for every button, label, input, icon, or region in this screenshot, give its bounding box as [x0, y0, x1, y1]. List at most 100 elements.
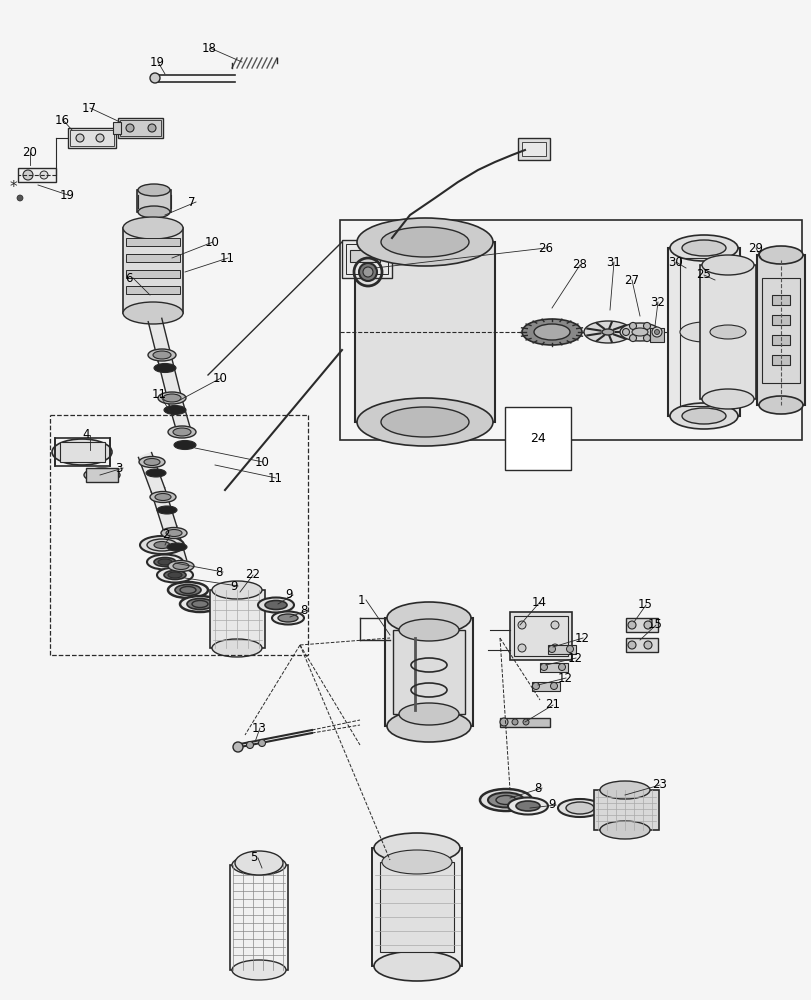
Bar	[393, 630, 465, 714]
Ellipse shape	[387, 710, 470, 742]
Ellipse shape	[175, 584, 201, 595]
Text: 17: 17	[82, 102, 97, 115]
Ellipse shape	[139, 536, 184, 554]
Ellipse shape	[620, 323, 659, 341]
Bar	[594, 790, 659, 830]
Circle shape	[76, 134, 84, 142]
Text: 24: 24	[530, 432, 545, 445]
Ellipse shape	[277, 614, 298, 622]
Ellipse shape	[52, 439, 112, 465]
Circle shape	[629, 335, 636, 342]
Ellipse shape	[232, 960, 285, 980]
Text: 10: 10	[204, 235, 220, 248]
Ellipse shape	[158, 559, 172, 565]
Ellipse shape	[173, 428, 191, 436]
Ellipse shape	[232, 855, 285, 875]
Ellipse shape	[758, 246, 802, 264]
Ellipse shape	[163, 394, 181, 402]
Ellipse shape	[154, 542, 169, 548]
Ellipse shape	[374, 951, 460, 981]
Text: 19: 19	[60, 189, 75, 202]
Ellipse shape	[139, 456, 165, 468]
Text: 12: 12	[557, 672, 573, 684]
Circle shape	[500, 718, 508, 726]
Text: 6: 6	[125, 271, 132, 284]
Ellipse shape	[357, 218, 492, 266]
Ellipse shape	[152, 351, 171, 359]
Ellipse shape	[161, 528, 187, 538]
Circle shape	[17, 195, 23, 201]
Bar	[371, 848, 461, 966]
Ellipse shape	[515, 801, 539, 811]
Bar	[761, 278, 799, 383]
Ellipse shape	[264, 600, 286, 609]
Text: 11: 11	[152, 388, 167, 401]
Text: 10: 10	[212, 371, 228, 384]
Ellipse shape	[212, 581, 262, 599]
Text: 32: 32	[649, 296, 664, 308]
Bar	[771, 315, 789, 325]
Bar	[60, 442, 105, 462]
Bar	[699, 265, 755, 399]
Ellipse shape	[583, 321, 631, 343]
Bar	[86, 468, 118, 482]
Bar	[126, 238, 180, 246]
Bar	[122, 228, 182, 313]
Text: 14: 14	[531, 595, 547, 608]
Ellipse shape	[387, 602, 470, 634]
Circle shape	[651, 327, 661, 337]
Ellipse shape	[381, 850, 452, 874]
Text: 15: 15	[637, 598, 652, 611]
Text: 9: 9	[285, 588, 292, 601]
Bar	[521, 142, 545, 156]
Circle shape	[258, 739, 265, 746]
Text: 16: 16	[55, 114, 70, 127]
Text: 9: 9	[547, 798, 555, 811]
Bar	[517, 138, 549, 160]
Circle shape	[547, 646, 555, 652]
Ellipse shape	[158, 392, 186, 404]
Text: 23: 23	[651, 778, 666, 791]
Circle shape	[627, 641, 635, 649]
Text: 30: 30	[667, 255, 682, 268]
Bar	[118, 118, 163, 138]
Bar	[137, 190, 171, 212]
Ellipse shape	[479, 789, 531, 811]
Ellipse shape	[669, 403, 737, 429]
Text: 8: 8	[215, 566, 222, 578]
Ellipse shape	[138, 184, 169, 196]
Text: 10: 10	[255, 456, 269, 468]
Bar	[126, 270, 180, 278]
Ellipse shape	[168, 572, 182, 578]
Ellipse shape	[380, 227, 469, 257]
Text: 22: 22	[245, 568, 260, 582]
Circle shape	[40, 171, 48, 179]
Circle shape	[517, 621, 526, 629]
Ellipse shape	[599, 781, 649, 799]
Text: 19: 19	[150, 56, 165, 69]
Ellipse shape	[380, 407, 469, 437]
Ellipse shape	[146, 469, 165, 477]
Ellipse shape	[187, 598, 212, 609]
Ellipse shape	[154, 363, 176, 372]
Text: 9: 9	[230, 580, 237, 592]
Text: 27: 27	[623, 273, 638, 286]
Ellipse shape	[167, 543, 187, 551]
Bar	[384, 618, 473, 726]
Bar	[771, 355, 789, 365]
Ellipse shape	[62, 444, 102, 460]
Text: 31: 31	[605, 255, 620, 268]
Ellipse shape	[164, 570, 186, 580]
Bar	[667, 248, 739, 416]
Bar	[509, 612, 571, 660]
Text: 8: 8	[534, 782, 541, 794]
Text: 15: 15	[647, 618, 662, 632]
Ellipse shape	[601, 329, 613, 335]
Ellipse shape	[173, 562, 189, 570]
Text: 12: 12	[568, 652, 582, 664]
Ellipse shape	[212, 639, 262, 657]
Bar	[126, 254, 180, 262]
Ellipse shape	[147, 539, 177, 551]
Ellipse shape	[508, 797, 547, 814]
Circle shape	[150, 73, 160, 83]
